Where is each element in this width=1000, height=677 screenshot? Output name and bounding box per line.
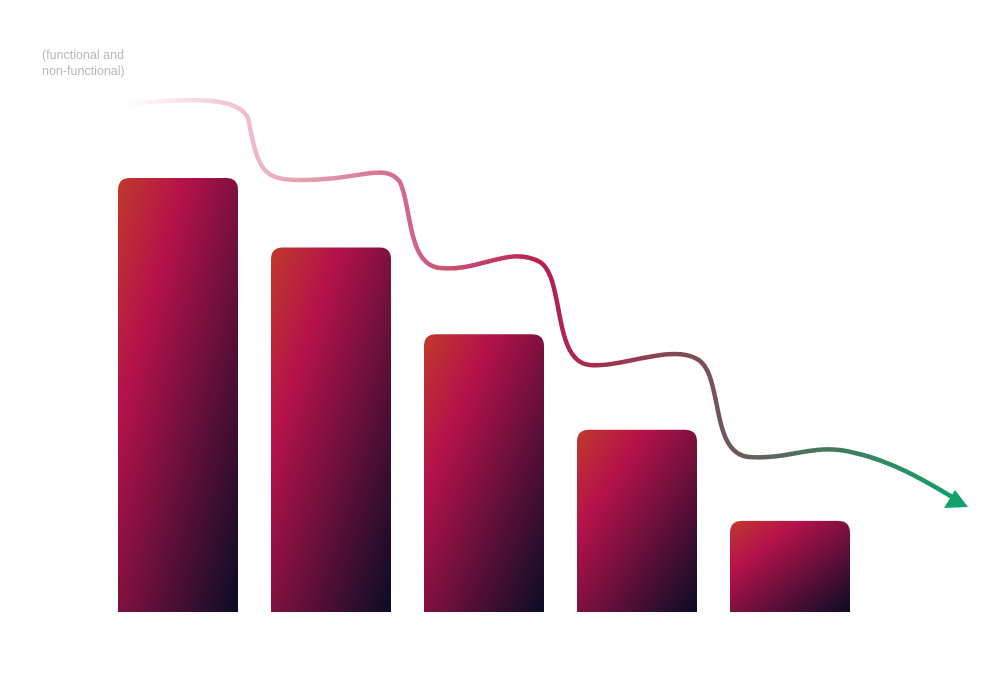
bar-2 [271,247,391,612]
bar-1 [118,178,238,612]
bars-group [118,178,850,612]
trend-arrow-line [122,97,957,501]
annotation-line-2: non-functional) [42,64,125,78]
trend-arrow-head [944,490,968,508]
bar-3 [424,334,544,612]
annotation-line-1: (functional and [42,48,124,62]
bar-5 [730,520,850,612]
bar-4 [577,429,697,612]
